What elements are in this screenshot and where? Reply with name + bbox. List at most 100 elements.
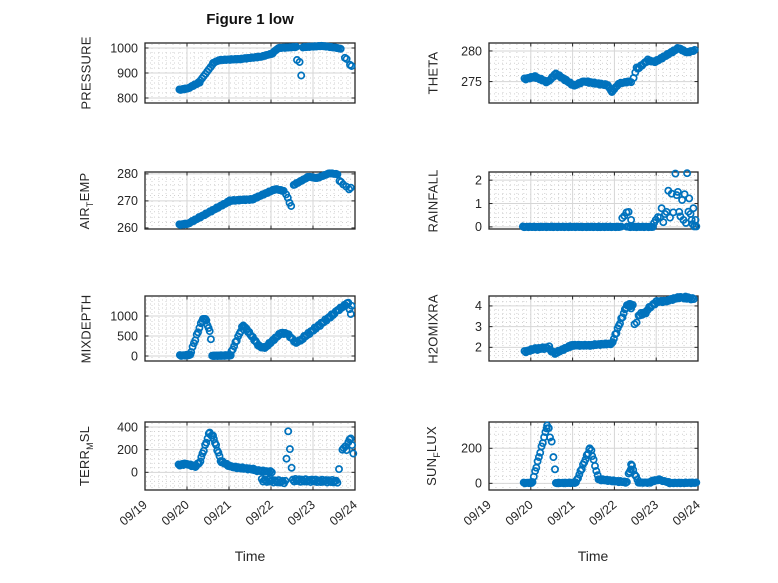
x-tick-label: 09/24 [327, 498, 360, 529]
y-tick-label: 0 [131, 466, 138, 480]
x-axis-label-time-right: Time [577, 548, 609, 564]
data-point-marker [618, 313, 627, 322]
data-point-marker [266, 467, 275, 476]
data-point-marker [284, 427, 293, 436]
data-point-marker [345, 185, 354, 194]
x-axis-label-time-left: Time [234, 548, 266, 564]
data-point-marker [287, 463, 296, 472]
data-point-marker [295, 58, 304, 66]
data-point-marker [592, 467, 601, 475]
data-point-marker [342, 55, 351, 63]
data-point-marker [194, 328, 202, 337]
data-point-marker [577, 465, 586, 474]
data-point-marker [546, 433, 554, 442]
y-axis-label-sun-flux: SUNFLUX [424, 426, 442, 486]
axes-frame [144, 295, 356, 362]
data-series-sun_flux [519, 421, 701, 488]
data-series-pressure [175, 41, 356, 94]
data-point-marker [534, 453, 543, 462]
data-series-theta [520, 44, 699, 96]
ylabel-subscript: F [431, 452, 442, 458]
axes-frame [488, 421, 699, 491]
y-tick-label: 0 [475, 220, 482, 234]
x-tick-label: 09/22 [586, 498, 619, 529]
x-tick-label: 09/22 [243, 498, 276, 529]
data-point-marker [232, 336, 241, 345]
data-point-marker [659, 218, 668, 227]
data-point-marker [348, 441, 357, 450]
y-tick-label: 270 [117, 194, 138, 208]
data-point-marker [549, 453, 558, 462]
data-point-marker [657, 204, 666, 213]
axes-frame [488, 295, 699, 362]
y-tick-label: 4 [475, 299, 482, 313]
data-point-marker [627, 215, 636, 224]
data-point-marker [282, 454, 291, 463]
y-tick-label: 2 [475, 173, 482, 187]
data-point-marker [209, 431, 217, 440]
data-point-marker [333, 478, 342, 487]
x-tick-label: 09/20 [503, 498, 536, 529]
x-tick-label: 09/23 [628, 498, 661, 529]
data-point-marker [683, 169, 692, 178]
data-point-marker [680, 190, 689, 199]
data-point-marker [197, 453, 206, 462]
data-point-marker [342, 446, 351, 455]
ylabel-subscript: M [84, 442, 95, 450]
data-point-marker [285, 445, 294, 454]
data-point-marker [692, 478, 701, 487]
data-series-terr_msl [174, 427, 358, 488]
data-series-mixdepth [175, 298, 356, 361]
data-point-marker [205, 327, 214, 336]
data-point-marker [214, 448, 223, 457]
data-point-marker [689, 204, 698, 213]
data-point-marker [547, 437, 556, 446]
data-point-marker [671, 169, 680, 178]
y-tick-label: 400 [117, 420, 138, 434]
y-axis-label-theta: THETA [425, 51, 441, 95]
data-point-marker [574, 474, 582, 483]
data-point-marker [202, 316, 211, 325]
y-axis-label-h2omixra: H2OMIXRA [425, 293, 441, 364]
data-point-marker [195, 323, 204, 332]
x-tick-label: 09/19 [117, 498, 150, 529]
y-tick-label: 1000 [110, 41, 138, 55]
data-point-marker [297, 71, 306, 80]
data-point-marker [267, 468, 276, 477]
x-tick-label: 09/24 [670, 498, 703, 529]
axes-frame [488, 42, 699, 104]
data-point-marker [287, 202, 296, 210]
y-axis-label-pressure: PRESSURE [78, 36, 94, 110]
data-point-marker [632, 63, 641, 72]
data-point-marker [618, 214, 627, 222]
data-point-marker [544, 424, 553, 433]
y-tick-label: 2 [475, 341, 482, 355]
x-tick-label: 09/20 [159, 498, 192, 529]
data-point-marker [551, 465, 559, 474]
x-tick-label: 09/19 [461, 498, 494, 529]
y-tick-label: 275 [461, 75, 482, 89]
y-axis-label-air-temp: AIRTEMP [77, 172, 95, 229]
x-tick-label: 09/23 [285, 498, 318, 529]
data-point-marker [333, 170, 342, 179]
data-point-marker [188, 342, 197, 351]
data-series-air_temp [175, 169, 355, 229]
ylabel-subscript: T [84, 200, 95, 207]
data-point-marker [336, 44, 345, 53]
x-tick-label: 09/21 [545, 498, 578, 529]
data-point-marker [689, 47, 698, 56]
y-tick-label: 1000 [110, 309, 138, 323]
data-point-marker [687, 215, 696, 224]
data-point-marker [624, 207, 633, 216]
data-point-marker [612, 329, 621, 338]
data-point-marker [349, 449, 358, 458]
data-point-marker [533, 457, 542, 466]
y-tick-label: 0 [475, 477, 482, 491]
data-point-marker [281, 476, 290, 485]
data-point-marker [206, 335, 215, 344]
data-point-marker [632, 318, 641, 327]
y-tick-label: 0 [131, 349, 138, 363]
y-tick-label: 900 [117, 66, 138, 80]
